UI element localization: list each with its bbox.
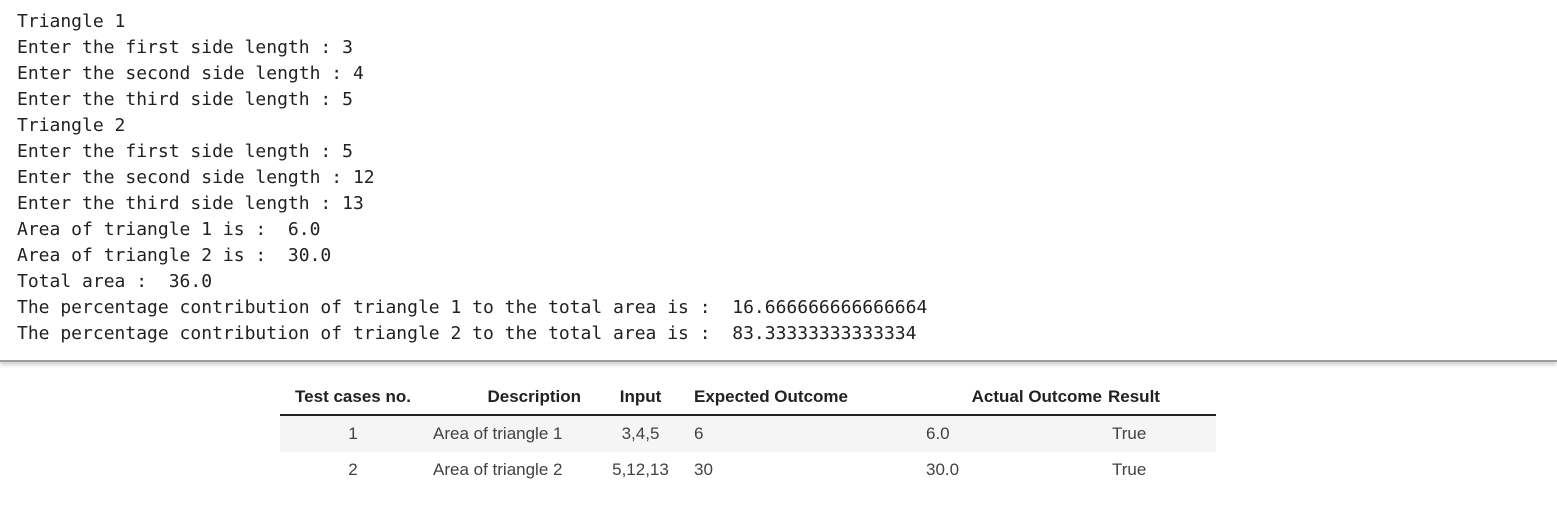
cell-test-case-no: 1 [280, 415, 426, 452]
column-header-description: Description [426, 380, 589, 416]
cell-result: True [1112, 460, 1147, 479]
table-row: 1 Area of triangle 1 3,4,5 6 6.0 True [280, 415, 1216, 452]
console-line: Enter the third side length : 5 [17, 89, 353, 110]
console-line: The percentage contribution of triangle … [17, 323, 917, 344]
table-header-row: Test cases no. Description Input Expecte… [280, 380, 1216, 416]
cell-input: 3,4,5 [589, 415, 692, 452]
cell-actual-outcome: 30.0 [926, 460, 960, 479]
console-line: Total area : 36.0 [17, 271, 213, 292]
cell-expected-outcome: 30 [694, 460, 713, 479]
column-header-test-case-no: Test cases no. [280, 380, 426, 416]
test-cases-table: Test cases no. Description Input Expecte… [280, 380, 1216, 488]
console-line: Triangle 1 [17, 11, 126, 32]
cell-description: Area of triangle 2 [433, 460, 563, 479]
table-row: 2 Area of triangle 2 5,12,13 30 30.0 Tru… [280, 452, 1216, 488]
column-header-result: Result [1104, 380, 1216, 416]
cell-expected-outcome: 6 [692, 415, 894, 452]
cell-input: 5,12,13 [612, 460, 669, 479]
column-header-expected-outcome: Expected Outcome [692, 380, 894, 416]
console-line: Area of triangle 1 is : 6.0 [17, 219, 321, 240]
console-line: Triangle 2 [17, 115, 126, 136]
console-line: Area of triangle 2 is : 30.0 [17, 245, 332, 266]
console-line: Enter the first side length : 5 [17, 141, 353, 162]
console-line: Enter the third side length : 13 [17, 193, 364, 214]
console-line: Enter the first side length : 3 [17, 37, 353, 58]
column-header-actual-outcome: Actual Outcome [894, 380, 1104, 416]
test-cases-table-container: Test cases no. Description Input Expecte… [280, 380, 1216, 488]
cell-result: True [1104, 415, 1216, 452]
cell-test-case-no: 2 [348, 460, 358, 479]
console-line: The percentage contribution of triangle … [17, 297, 928, 318]
cell-actual-outcome: 6.0 [894, 415, 1104, 452]
console-line: Enter the second side length : 12 [17, 167, 375, 188]
column-header-input: Input [589, 380, 692, 416]
cell-description: Area of triangle 1 [426, 415, 589, 452]
console-output: Triangle 1 Enter the first side length :… [0, 11, 1557, 362]
console-line: Enter the second side length : 4 [17, 63, 364, 84]
